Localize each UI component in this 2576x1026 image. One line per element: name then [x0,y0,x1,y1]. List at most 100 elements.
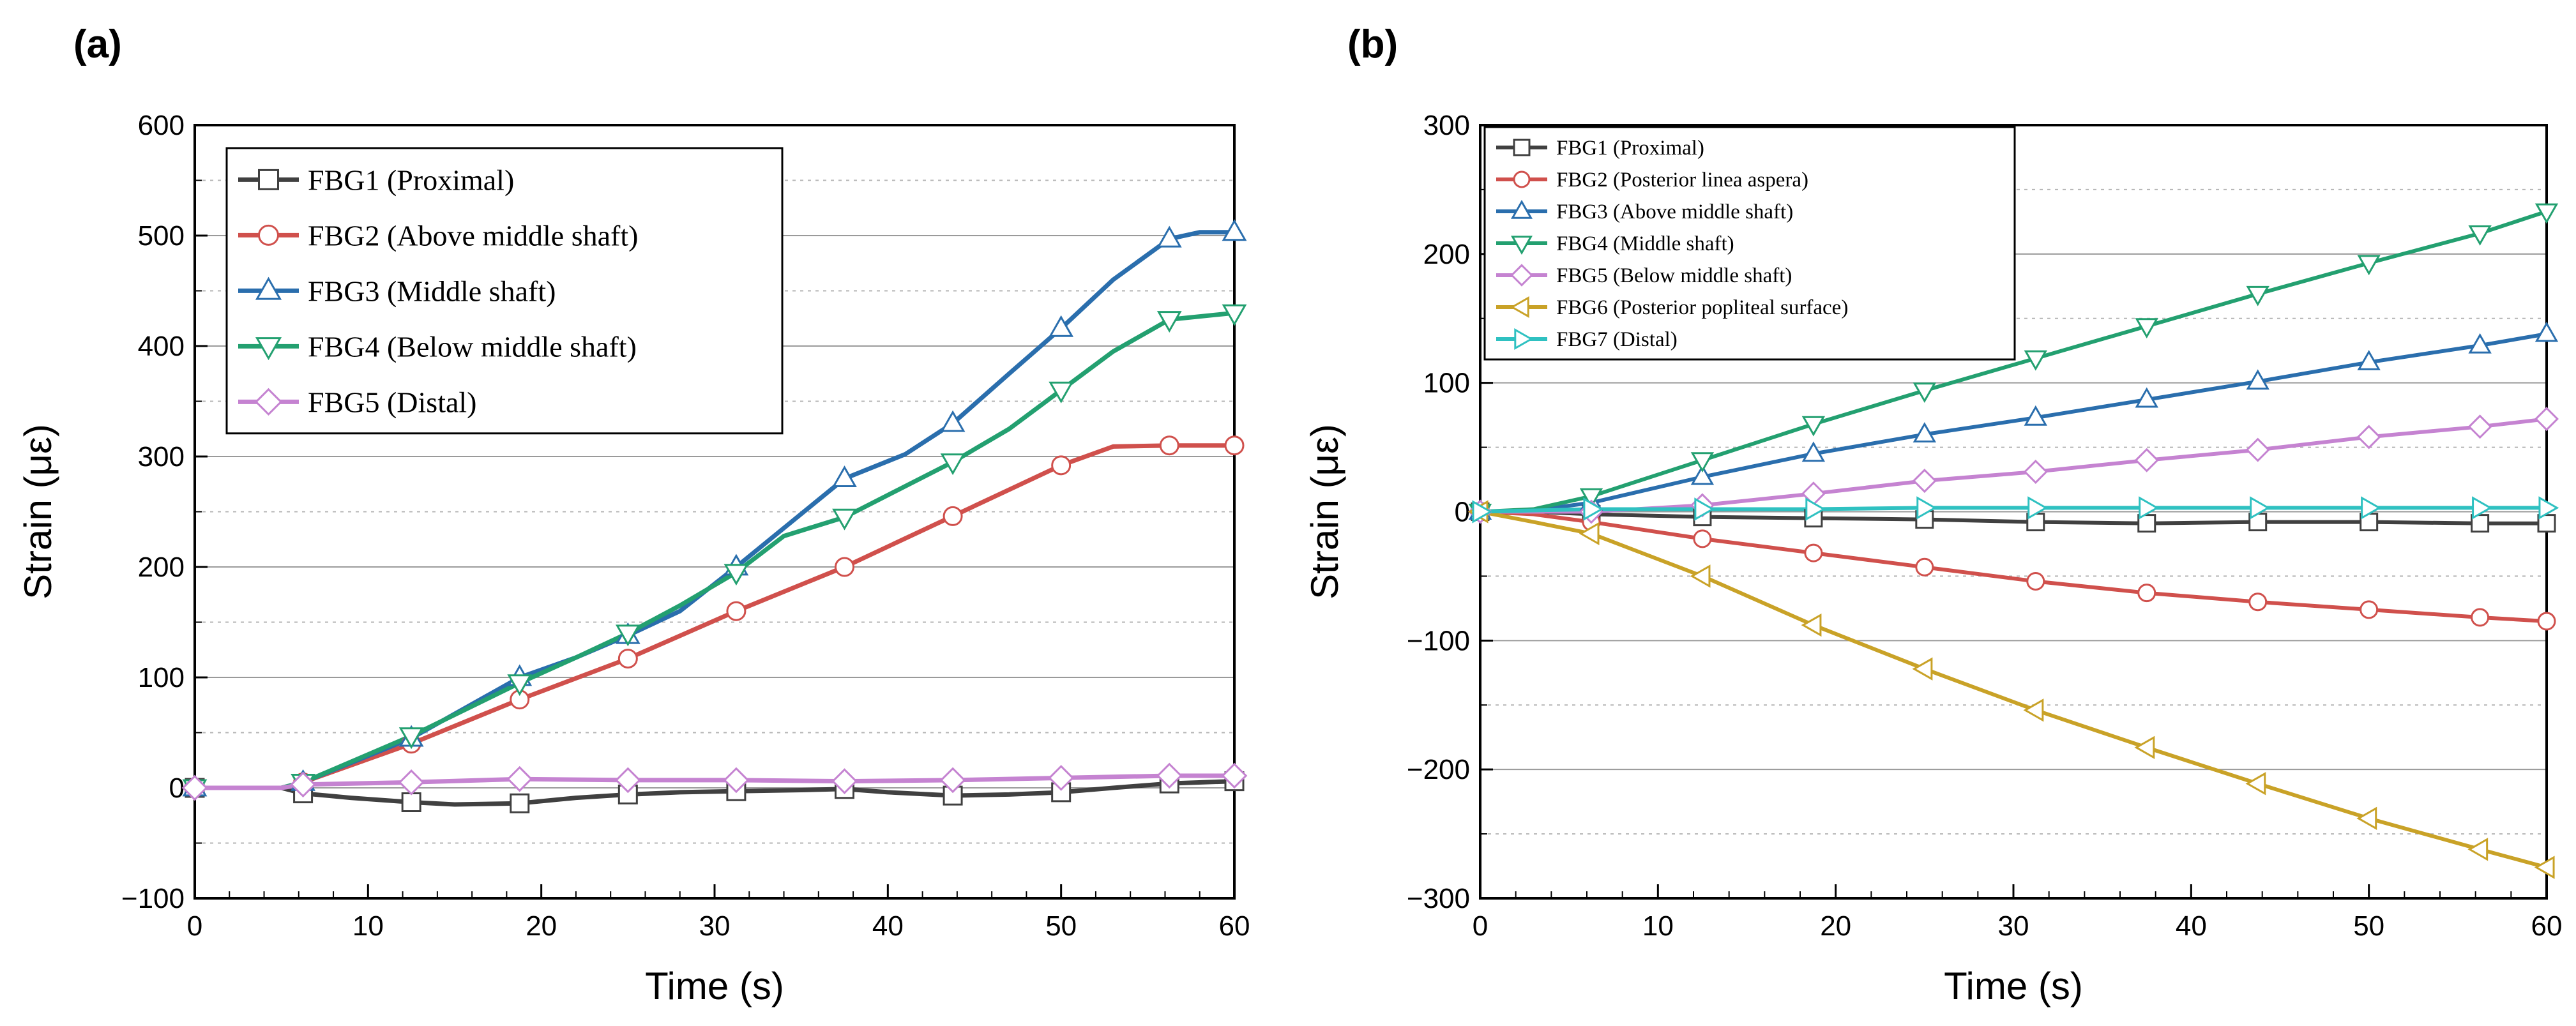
data-point-b-5 [2023,459,2048,484]
data-point-b-7 [2538,496,2559,520]
data-point-a-4 [724,564,749,586]
data-point-b-6 [2356,806,2377,831]
data-point-b-7 [2250,496,2270,520]
data-point-a-2 [617,649,638,669]
legend-marker-a-4 [255,337,282,361]
data-point-a-3 [940,410,966,432]
series-line-a-2 [192,443,1237,790]
legend-marker-b-4 [1511,236,1533,255]
data-point-b-6 [1801,613,1822,637]
legend-marker-b-3 [1511,199,1533,219]
legend-label-b-5: FBG5 (Below middle shaft) [1556,264,1792,287]
data-point-a-2 [943,506,963,526]
x-tick-label-a: 30 [699,910,731,942]
chart-panel-b: (b) 0 10 20 30 40 50 60 −300 −200 −100 0 100 200 300 Ti… [1303,22,2562,1007]
x-tick-label-b: 60 [2531,910,2563,942]
x-tick-label-b: 20 [1820,910,1851,942]
legend-label-b-2: FBG2 (Posterior linea aspera) [1556,169,1808,192]
y-tick-label-b: −100 [1407,625,1470,656]
data-point-b-2 [1693,529,1712,548]
data-point-b-2 [2026,571,2045,591]
data-point-b-4 [1579,488,1603,509]
data-point-b-1 [2471,514,2490,533]
y-tick-label-a: 100 [138,662,185,693]
y-tick-label-a: 0 [169,773,185,804]
legend-label-b-6: FBG6 (Posterior popliteal surface) [1556,296,1848,319]
x-tick-label-b: 0 [1473,910,1488,942]
data-point-b-1 [2137,514,2156,533]
series-line-b-3 [1478,332,2549,514]
data-point-b-3 [2534,321,2559,342]
data-point-a-3 [1222,219,1247,241]
data-point-a-5 [506,766,533,792]
series-line-b-6 [1478,509,2549,870]
data-point-a-5 [398,769,425,796]
data-point-b-6 [2023,698,2044,722]
y-tick-label-a: 200 [138,552,185,583]
data-point-b-4 [1690,452,1715,473]
data-point-b-4 [2357,255,2381,276]
data-point-b-1 [2360,513,2379,532]
series-line-a-5 [192,773,1237,790]
legend-marker-b-2 [1513,170,1531,188]
data-point-a-2 [1224,435,1245,456]
data-point-b-6 [1912,657,1933,681]
data-point-a-4 [398,727,424,750]
x-tick-label-b: 50 [2353,910,2384,942]
data-point-b-2 [2537,612,2556,631]
panel-label-b: (b) [1347,22,1398,66]
y-tick-label-b: 100 [1423,368,1470,399]
y-axis-title-b: Strain (με) [1303,424,1346,600]
legend-label-b-7: FBG7 (Distal) [1556,328,1678,351]
data-point-a-5 [1048,765,1074,791]
data-point-b-4 [1913,382,1937,404]
x-tick-label-a: 60 [1219,910,1250,942]
data-point-a-4 [832,508,857,531]
data-point-b-1 [2248,513,2268,532]
series-line-b-2 [1478,509,2549,624]
data-point-b-5 [1912,469,1937,494]
data-point-a-4 [1049,381,1074,404]
data-point-b-4 [2246,285,2269,306]
data-point-b-5 [2245,437,2270,462]
data-point-b-6 [1579,522,1600,545]
data-point-b-6 [2134,736,2155,760]
data-point-a-2 [726,601,746,621]
data-point-b-4 [2024,350,2047,371]
data-point-a-5 [723,767,750,794]
data-point-b-3 [2246,369,2269,390]
data-point-b-2 [2360,600,2379,619]
data-point-b-3 [1913,422,1937,442]
data-point-a-4 [1156,311,1182,333]
x-tick-label-a: 0 [187,910,202,942]
legend-marker-b-7 [1514,328,1534,350]
legend-marker-b-6 [1510,296,1529,318]
data-point-b-4 [2135,318,2158,339]
data-point-b-1 [2537,514,2556,533]
data-point-b-6 [1690,564,1711,588]
data-point-a-5 [939,767,966,794]
data-point-b-3 [1690,464,1715,485]
legend-marker-a-5 [254,388,283,416]
series-line-b-4 [1478,209,2549,514]
data-point-b-6 [2534,856,2555,879]
panel-label-a: (a) [73,22,122,66]
data-point-a-5 [181,774,208,801]
data-point-b-7 [1583,497,1604,521]
data-point-a-3 [832,465,857,487]
legend-box-a [225,147,784,435]
data-point-b-7 [1916,496,1937,520]
data-point-a-3 [1156,225,1182,248]
data-point-b-2 [2471,608,2490,627]
data-point-b-3 [2135,387,2158,408]
legend-label-b-1: FBG1 (Proximal) [1556,137,1704,160]
data-point-a-4 [940,453,966,476]
data-point-a-4 [1222,304,1247,326]
data-point-a-1 [401,792,421,812]
data-point-b-6 [2467,838,2489,861]
data-point-b-5 [2356,425,2381,449]
data-point-a-4 [615,624,640,647]
data-point-a-2 [1159,435,1179,456]
data-point-b-7 [2139,496,2160,520]
